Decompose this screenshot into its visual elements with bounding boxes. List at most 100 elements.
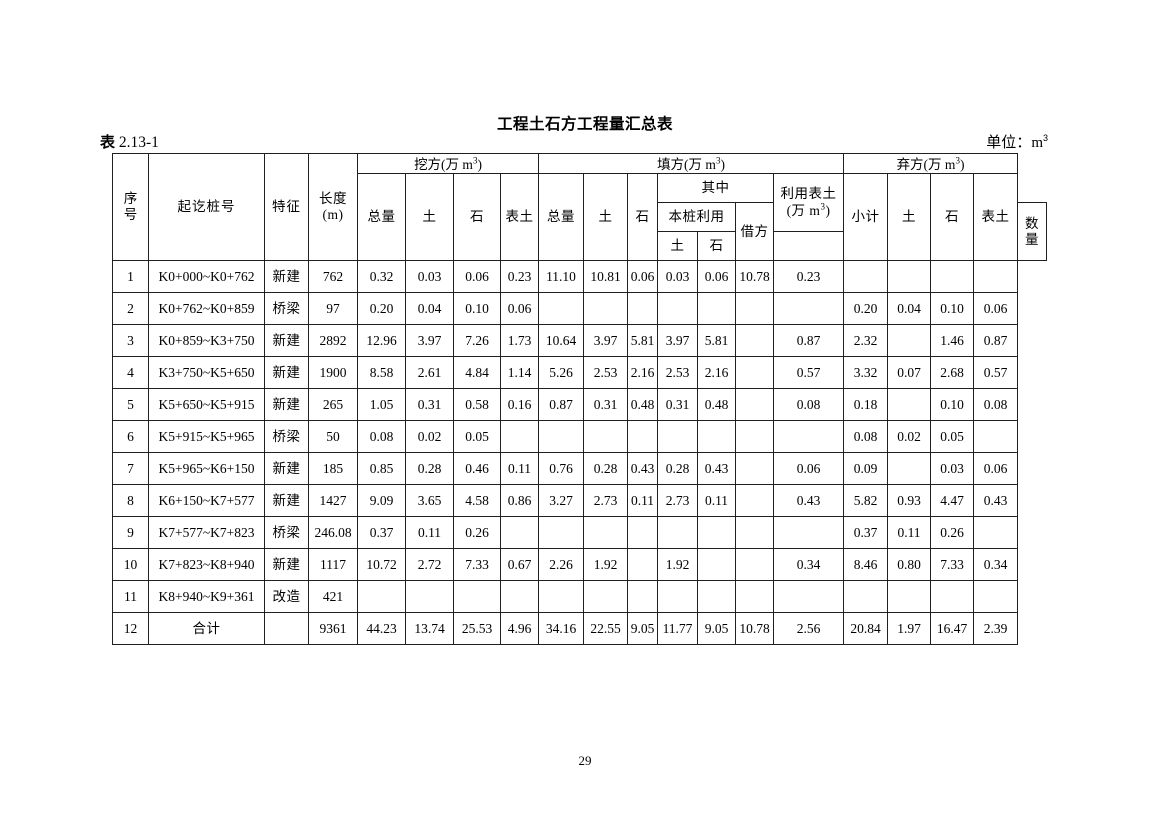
cell-own-rock: 0.06 (697, 260, 736, 294)
cell-fill-total: 34.16 (538, 612, 584, 646)
cell-exc-rock: 7.33 (453, 548, 501, 582)
cell-reuse-qty: 0.87 (773, 324, 844, 358)
header-surface-soil-reuse-text: 利用表土 (780, 186, 837, 202)
cell-seq: 2 (112, 292, 149, 326)
cell-fill-soil (583, 420, 628, 454)
cell-feature (264, 612, 309, 646)
cell-own-soil (657, 292, 698, 326)
cell-feature: 改造 (264, 580, 309, 614)
cell-seq: 1 (112, 260, 149, 294)
header-group-fill: 填方(万 m3) (538, 152, 844, 175)
cell-reuse-qty (773, 292, 844, 326)
cell-station: K7+823~K8+940 (148, 548, 265, 582)
cell-borrow-soil (735, 516, 774, 550)
cell-feature: 新建 (264, 388, 309, 422)
cell-seq: 3 (112, 324, 149, 358)
cell-seq: 7 (112, 452, 149, 486)
cell-fill-rock: 0.06 (627, 260, 658, 294)
cell-waste-rock: 0.26 (930, 516, 974, 550)
cell-station: K5+650~K5+915 (148, 388, 265, 422)
cell-own-rock (697, 292, 736, 326)
cell-length: 246.08 (308, 516, 358, 550)
cell-fill-rock (627, 292, 658, 326)
header-length-line2: (m) (322, 207, 344, 222)
cell-exc-soil: 0.03 (405, 260, 454, 294)
cell-exc-total: 12.96 (357, 324, 406, 358)
cell-waste-surface: 0.57 (973, 356, 1018, 390)
cell-waste-surface: 0.08 (973, 388, 1018, 422)
header-exc-soil: 土 (405, 173, 454, 262)
cell-exc-surface (500, 580, 539, 614)
cell-exc-soil: 0.28 (405, 452, 454, 486)
cell-waste-rock: 0.03 (930, 452, 974, 486)
cell-waste-soil: 0.04 (887, 292, 931, 326)
header-length: 长度 (m) (308, 152, 358, 262)
cell-waste-soil: 0.11 (887, 516, 931, 550)
page-number: 29 (578, 753, 592, 768)
header-own-use: 本桩利用 (657, 202, 736, 233)
cell-exc-surface: 0.16 (500, 388, 539, 422)
cell-waste-subtotal: 2.32 (843, 324, 888, 358)
cell-exc-rock: 0.46 (453, 452, 501, 486)
cell-borrow-soil (735, 292, 774, 326)
cell-waste-surface (973, 580, 1018, 614)
cell-fill-soil (583, 580, 628, 614)
cell-waste-surface: 2.39 (973, 612, 1018, 646)
cell-feature: 新建 (264, 484, 309, 518)
cell-waste-surface: 0.87 (973, 324, 1018, 358)
cell-exc-rock: 25.53 (453, 612, 501, 646)
cell-borrow-soil (735, 324, 774, 358)
table-row: 3 K0+859~K3+750 新建 2892 12.96 3.97 7.26 … (112, 324, 1047, 358)
cell-fill-soil: 3.97 (583, 324, 628, 358)
cell-fill-rock (627, 580, 658, 614)
cell-waste-rock: 7.33 (930, 548, 974, 582)
cell-seq: 9 (112, 516, 149, 550)
cell-waste-surface (973, 260, 1018, 294)
cell-feature: 新建 (264, 548, 309, 582)
cell-station: K5+965~K6+150 (148, 452, 265, 486)
cell-exc-rock: 0.58 (453, 388, 501, 422)
cell-seq: 12 (112, 612, 149, 646)
cell-own-rock (697, 420, 736, 454)
cell-feature: 桥梁 (264, 292, 309, 326)
cell-exc-total: 44.23 (357, 612, 406, 646)
header-group-excavation-tail: ) (477, 156, 482, 172)
header-own-use-rock: 石 (697, 231, 736, 262)
cell-exc-total: 1.05 (357, 388, 406, 422)
earthwork-summary-table: 序 号 起讫桩号 特征 长度 (m) 挖方(万 m3) 填方(万 m3) 弃方(… (112, 152, 1047, 646)
cell-waste-soil (887, 388, 931, 422)
cell-waste-subtotal: 0.18 (843, 388, 888, 422)
cell-waste-soil (887, 452, 931, 486)
cell-borrow-soil (735, 452, 774, 486)
cell-fill-soil: 2.73 (583, 484, 628, 518)
cell-waste-subtotal: 8.46 (843, 548, 888, 582)
header-group-fill-text: 填方(万 m (657, 156, 716, 172)
cell-exc-surface: 4.96 (500, 612, 539, 646)
cell-station: K0+762~K0+859 (148, 292, 265, 326)
cell-fill-rock (627, 548, 658, 582)
cell-borrow-soil (735, 356, 774, 390)
cell-fill-total: 3.27 (538, 484, 584, 518)
cell-exc-rock: 0.10 (453, 292, 501, 326)
cell-exc-total: 0.08 (357, 420, 406, 454)
cell-waste-subtotal (843, 260, 888, 294)
cell-waste-surface: 0.34 (973, 548, 1018, 582)
cell-waste-surface: 0.43 (973, 484, 1018, 518)
header-group-excavation: 挖方(万 m3) (357, 152, 539, 175)
cell-fill-soil (583, 516, 628, 550)
header-group-fill-sup: 3 (715, 155, 721, 165)
cell-borrow-soil (735, 388, 774, 422)
cell-own-rock (697, 548, 736, 582)
cell-length: 1427 (308, 484, 358, 518)
cell-exc-surface: 0.86 (500, 484, 539, 518)
cell-feature: 新建 (264, 356, 309, 390)
table-row: 1 K0+000~K0+762 新建 762 0.32 0.03 0.06 0.… (112, 260, 1047, 294)
cell-exc-soil: 0.11 (405, 516, 454, 550)
cell-reuse-qty: 0.06 (773, 452, 844, 486)
cell-own-soil: 1.92 (657, 548, 698, 582)
cell-fill-rock: 0.11 (627, 484, 658, 518)
header-surface-soil-reuse-unit-tail: ) (825, 203, 831, 219)
cell-exc-soil: 2.61 (405, 356, 454, 390)
cell-fill-rock: 0.43 (627, 452, 658, 486)
cell-exc-soil: 3.97 (405, 324, 454, 358)
